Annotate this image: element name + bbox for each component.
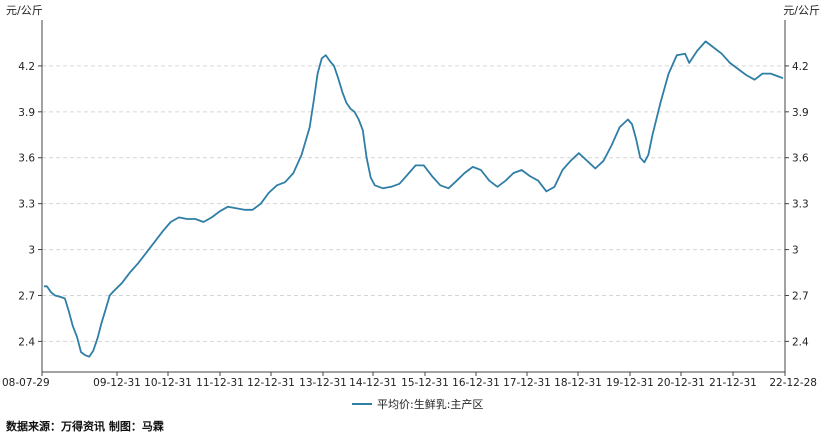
grid-lines bbox=[42, 65, 785, 342]
y-axis-left-unit: 元/公斤 bbox=[6, 4, 43, 17]
y-axis-right-unit: 元/公斤 bbox=[783, 4, 820, 17]
y-tick-label-left: 4.2 bbox=[18, 61, 35, 73]
y-axis-right-ticks: 2.4 2.7 3 3.3 3.6 3.9 4.2 bbox=[785, 61, 809, 348]
x-tick-label: 14-12-31 bbox=[349, 377, 397, 389]
y-axis-left-ticks: 2.4 2.7 3 3.3 3.6 3.9 4.2 bbox=[18, 61, 42, 348]
x-tick-label: 17-12-31 bbox=[503, 377, 551, 389]
y-tick-label-right: 4.2 bbox=[792, 61, 809, 73]
x-tick-label: 16-12-31 bbox=[452, 377, 500, 389]
y-tick-label-right: 3.6 bbox=[792, 153, 809, 165]
y-tick-label-left: 3.9 bbox=[18, 107, 35, 119]
x-axis-ticks: 08-07-29 09-12-31 10-12-31 11-12-31 12-12-31… bbox=[2, 372, 817, 389]
x-tick-label: 13-12-31 bbox=[299, 377, 347, 389]
x-tick-label: 19-12-31 bbox=[606, 377, 654, 389]
x-tick-label: 12-12-31 bbox=[247, 377, 295, 389]
x-tick-label: 08-07-29 bbox=[2, 377, 50, 389]
x-tick-label: 09-12-31 bbox=[93, 377, 141, 389]
line-chart: 2.42.733.33.63.94.2 2.42.733.33.63.94.2 … bbox=[2, 4, 820, 411]
y-tick-label-right: 3 bbox=[792, 245, 799, 257]
x-tick-label: 22-12-28 bbox=[769, 377, 817, 389]
legend-label: 平均价:生鲜乳:主产区 bbox=[377, 397, 483, 411]
legend[interactable]: 平均价:生鲜乳:主产区 bbox=[352, 397, 483, 411]
x-tick-label: 10-12-31 bbox=[144, 377, 192, 389]
series-line-0 bbox=[44, 40, 784, 358]
x-tick-label: 18-12-31 bbox=[554, 377, 602, 389]
y-tick-label-left: 2.4 bbox=[18, 336, 35, 348]
source-note: 数据来源：万得资讯 制图：马霖 bbox=[6, 420, 164, 433]
y-tick-label-right: 2.7 bbox=[792, 290, 809, 302]
y-tick-label-left: 3.6 bbox=[18, 153, 35, 165]
x-tick-label: 11-12-31 bbox=[196, 377, 244, 389]
y-tick-label-left: 3 bbox=[28, 245, 35, 257]
series-layer bbox=[44, 40, 784, 358]
y-tick-label-right: 3.3 bbox=[792, 199, 809, 211]
y-tick-label-left: 2.7 bbox=[18, 290, 35, 302]
axes bbox=[41, 20, 786, 373]
y-tick-label-left: 3.3 bbox=[18, 199, 35, 211]
y-tick-label-right: 2.4 bbox=[792, 336, 809, 348]
x-tick-label: 20-12-31 bbox=[657, 377, 705, 389]
x-tick-label: 21-12-31 bbox=[709, 377, 757, 389]
x-tick-label: 15-12-31 bbox=[401, 377, 449, 389]
y-tick-label-right: 3.9 bbox=[792, 107, 809, 119]
